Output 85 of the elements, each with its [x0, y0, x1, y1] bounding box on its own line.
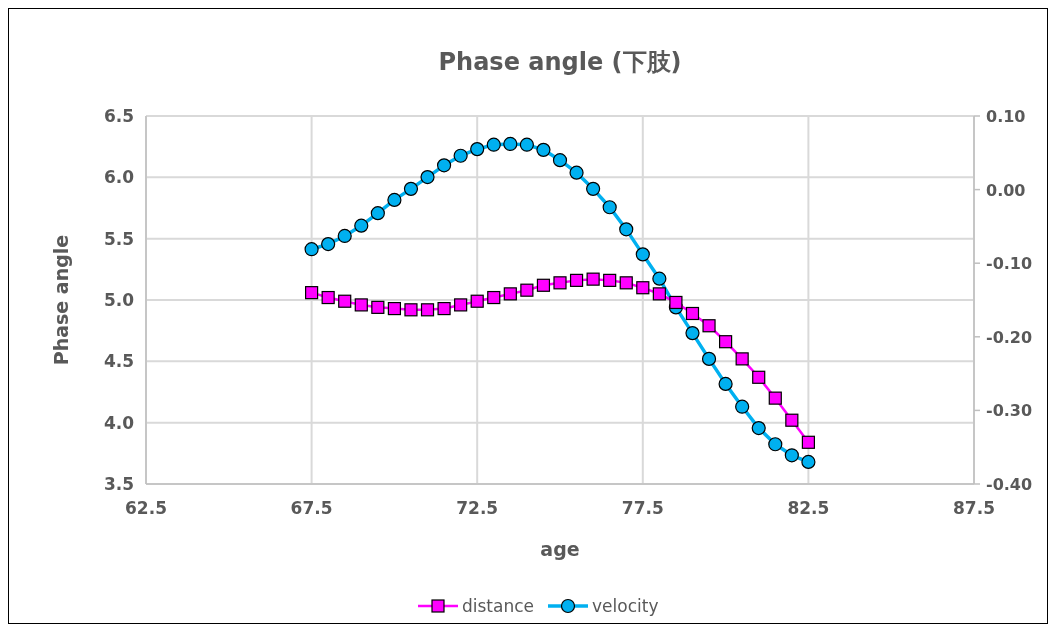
y-tick-label: 6.0 — [103, 167, 135, 188]
point — [454, 298, 468, 312]
point — [470, 142, 485, 157]
point — [436, 158, 452, 173]
point — [735, 352, 749, 366]
y-tick-label: 3.5 — [103, 474, 134, 494]
point — [702, 319, 716, 333]
point — [304, 242, 319, 257]
point — [552, 153, 568, 168]
point — [404, 303, 418, 317]
y2-tick-label: -0.20 — [986, 327, 1033, 347]
point — [751, 420, 766, 436]
point — [403, 181, 419, 196]
point — [437, 301, 451, 316]
point — [719, 335, 733, 349]
point — [370, 206, 385, 221]
point — [387, 301, 401, 316]
y-tick-label: 5.5 — [103, 228, 134, 249]
x-tick-label: 87.5 — [953, 498, 995, 518]
point — [520, 283, 534, 297]
x-tick-label: 82.5 — [787, 498, 830, 518]
point — [321, 290, 335, 305]
point — [768, 391, 782, 405]
y-tick-label: 5.0 — [103, 290, 135, 310]
point — [470, 294, 484, 308]
x-tick-label: 62.5 — [125, 498, 167, 518]
point — [486, 137, 501, 152]
point — [487, 290, 501, 305]
point — [603, 273, 617, 287]
point — [536, 278, 551, 292]
point — [536, 142, 551, 157]
point — [354, 298, 368, 312]
point — [718, 376, 733, 391]
point — [701, 351, 717, 366]
point — [420, 303, 435, 317]
x-tick-label: 72.5 — [456, 498, 499, 518]
point — [553, 276, 567, 290]
point — [768, 437, 783, 452]
point — [321, 236, 336, 252]
chart-title: Phase angle (下肢) — [438, 48, 682, 76]
point — [354, 218, 369, 233]
y2-tick-label: -0.40 — [986, 475, 1033, 494]
point — [602, 200, 617, 215]
point — [685, 306, 700, 321]
point — [652, 271, 667, 286]
point — [669, 295, 683, 310]
y2-tick-label: -0.30 — [986, 401, 1033, 421]
x-tick-label: 67.5 — [290, 498, 333, 518]
point — [338, 294, 352, 308]
point — [652, 287, 666, 301]
y2-tick-label: -0.10 — [986, 254, 1033, 274]
point — [752, 370, 766, 384]
point — [305, 286, 319, 300]
y-tick-label: 4.0 — [103, 412, 135, 433]
point — [503, 287, 517, 301]
legend-label: velocity — [592, 596, 659, 616]
point — [801, 435, 815, 449]
x-tick-label: 77.5 — [621, 498, 664, 518]
point — [519, 137, 534, 152]
point — [569, 165, 584, 180]
point — [735, 399, 750, 414]
point — [387, 192, 402, 207]
point — [453, 148, 468, 163]
y-axis-title: Phase angle — [50, 234, 72, 366]
point — [503, 136, 518, 152]
point — [586, 181, 601, 196]
point — [635, 247, 650, 262]
y2-tick-label: 0.00 — [986, 180, 1026, 200]
y-tick-label: 6.5 — [103, 106, 134, 126]
y-tick-label: 4.5 — [103, 351, 134, 372]
point — [586, 272, 600, 286]
point — [619, 222, 634, 237]
point — [784, 448, 799, 463]
point — [371, 300, 385, 314]
y2-tick-label: 0.10 — [986, 107, 1026, 126]
point — [636, 281, 650, 295]
legend-label: distance — [462, 596, 535, 616]
point — [420, 169, 435, 185]
x-axis-title: age — [540, 538, 580, 560]
point — [569, 273, 584, 287]
point — [685, 326, 700, 341]
point — [619, 276, 633, 290]
point — [337, 228, 352, 244]
point — [801, 454, 816, 470]
point — [785, 413, 799, 427]
